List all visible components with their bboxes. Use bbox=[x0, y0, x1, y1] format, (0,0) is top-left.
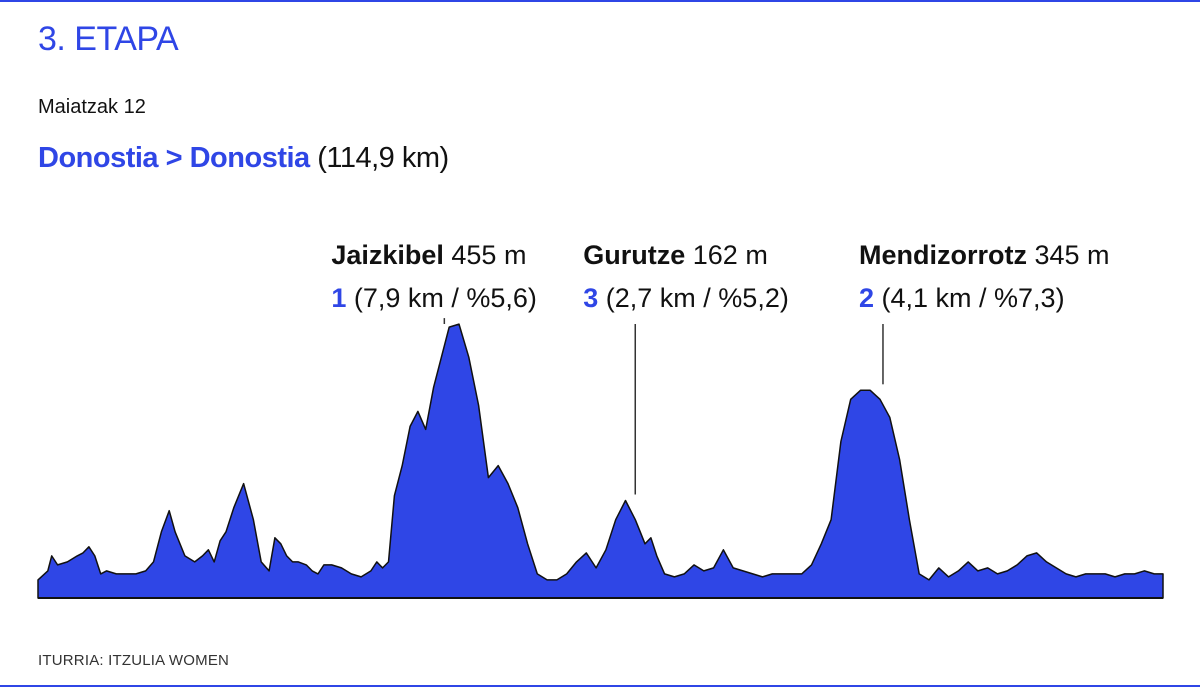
source-note: ITURRIA: ITZULIA WOMEN bbox=[38, 652, 230, 669]
climb-annotation: Jaizkibel 455 m 1 (7,9 km / %5,6) bbox=[331, 240, 537, 324]
climb-name-label: Gurutze 162 m bbox=[583, 240, 768, 270]
climb-annotation: Gurutze 162 m 3 (2,7 km / %5,2) bbox=[583, 240, 789, 495]
climb-detail-label: 3 (2,7 km / %5,2) bbox=[583, 283, 789, 313]
route-line: Donostia > Donostia (114,9 km) bbox=[38, 142, 449, 175]
stage-date: Maiatzak 12 bbox=[38, 96, 146, 118]
stage-title: 3. ETAPA bbox=[38, 20, 179, 58]
route-name: Donostia > Donostia bbox=[38, 142, 310, 174]
climb-detail-label: 1 (7,9 km / %5,6) bbox=[331, 283, 537, 313]
climb-detail-label: 2 (4,1 km / %7,3) bbox=[859, 283, 1065, 313]
route-distance: (114,9 km) bbox=[317, 142, 449, 174]
climb-name-label: Mendizorrotz 345 m bbox=[859, 240, 1110, 270]
climb-annotation: Mendizorrotz 345 m 2 (4,1 km / %7,3) bbox=[859, 240, 1110, 385]
climb-name-label: Jaizkibel 455 m bbox=[331, 240, 526, 270]
elevation-profile-area bbox=[37, 323, 1164, 599]
climb-annotations: Jaizkibel 455 m 1 (7,9 km / %5,6) Gurutze … bbox=[331, 240, 1110, 495]
